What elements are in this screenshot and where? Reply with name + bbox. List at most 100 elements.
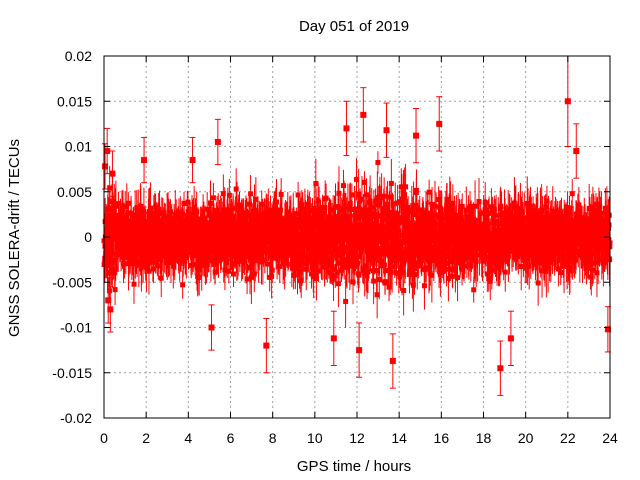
data-point <box>432 203 438 209</box>
data-point <box>201 228 207 234</box>
data-point <box>360 242 366 248</box>
data-point <box>386 251 392 257</box>
data-point <box>417 237 423 243</box>
data-point <box>269 267 275 273</box>
data-point <box>224 252 230 258</box>
data-point <box>202 215 208 221</box>
data-point <box>420 210 426 216</box>
data-point <box>246 223 252 229</box>
data-point <box>406 268 412 274</box>
data-point <box>459 266 465 272</box>
data-point <box>356 272 362 278</box>
data-point <box>246 201 252 207</box>
data-point <box>219 216 225 222</box>
data-point <box>210 195 216 201</box>
data-point <box>278 191 284 197</box>
data-point <box>374 268 380 274</box>
data-point <box>237 202 243 208</box>
data-point <box>371 278 377 284</box>
data-point <box>313 276 319 282</box>
data-point <box>168 209 174 215</box>
data-point <box>170 263 176 269</box>
data-point <box>248 274 254 280</box>
data-point <box>244 210 250 216</box>
data-point <box>398 184 404 190</box>
data-point <box>410 282 416 288</box>
data-point <box>544 198 550 204</box>
data-point <box>553 243 559 249</box>
data-point <box>511 200 517 206</box>
data-point <box>299 202 305 208</box>
data-point <box>472 220 478 226</box>
data-point <box>375 159 381 165</box>
data-point <box>363 192 369 198</box>
data-point <box>402 251 408 257</box>
data-point <box>141 208 147 214</box>
data-point <box>503 216 509 222</box>
data-point <box>471 287 477 293</box>
data-point <box>258 214 264 220</box>
data-point <box>233 186 239 192</box>
data-point <box>381 262 387 268</box>
data-point <box>398 265 404 271</box>
data-point <box>313 180 319 186</box>
data-point <box>535 217 541 223</box>
data-point <box>192 249 198 255</box>
data-point <box>120 261 126 267</box>
data-point <box>397 215 403 221</box>
data-point <box>360 223 366 229</box>
data-point <box>128 210 134 216</box>
data-point <box>113 203 119 209</box>
data-point <box>148 205 154 211</box>
data-point <box>448 206 454 212</box>
data-point <box>356 191 362 197</box>
data-point <box>397 274 403 280</box>
data-point <box>567 209 573 215</box>
data-point <box>340 258 346 264</box>
data-point <box>495 265 501 271</box>
data-point <box>365 207 371 213</box>
data-point <box>131 281 137 287</box>
data-point <box>323 195 329 201</box>
data-point <box>447 250 453 256</box>
data-point <box>399 240 405 246</box>
data-point <box>349 192 355 198</box>
data-point <box>273 206 279 212</box>
data-point <box>410 228 416 234</box>
data-point <box>557 244 563 250</box>
data-point <box>163 254 169 260</box>
data-point <box>436 238 442 244</box>
data-point <box>366 230 372 236</box>
data-point <box>111 211 117 217</box>
data-point <box>575 249 581 255</box>
data-point <box>212 269 218 275</box>
data-point <box>147 208 153 214</box>
data-point <box>249 260 255 266</box>
data-point <box>411 212 417 218</box>
data-point <box>190 213 196 219</box>
data-point <box>115 201 121 207</box>
data-point <box>417 207 423 213</box>
data-point <box>199 262 205 268</box>
data-point <box>288 220 294 226</box>
data-point <box>330 266 336 272</box>
data-point <box>528 209 534 215</box>
data-point <box>438 230 444 236</box>
data-point <box>298 277 304 283</box>
data-point <box>410 208 416 214</box>
data-point <box>191 253 197 259</box>
data-point <box>315 198 321 204</box>
data-point <box>452 267 458 273</box>
data-point <box>104 213 110 219</box>
data-point <box>577 252 583 258</box>
data-point <box>226 192 232 198</box>
data-point <box>386 248 392 254</box>
data-point <box>555 266 561 272</box>
data-point <box>363 263 369 269</box>
data-point <box>384 241 390 247</box>
data-point <box>191 204 197 210</box>
data-point <box>333 214 339 220</box>
data-point <box>240 254 246 260</box>
data-point <box>405 247 411 253</box>
data-point <box>401 260 407 266</box>
